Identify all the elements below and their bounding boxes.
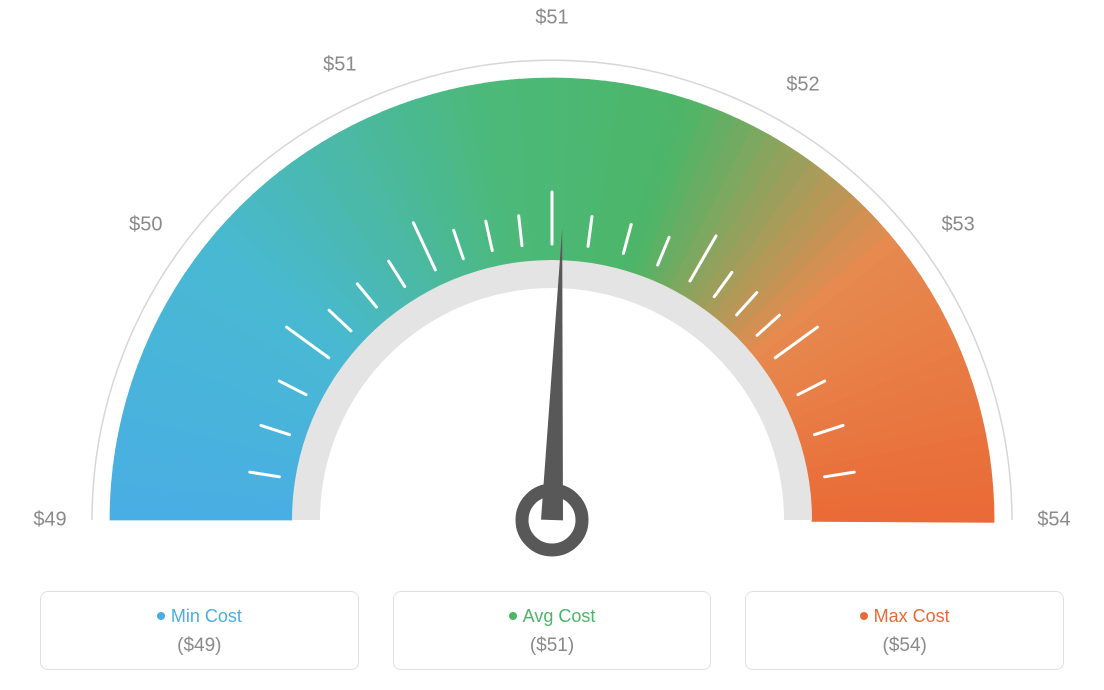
gauge-tick-label: $49 <box>33 509 66 532</box>
gauge-tick-label: $53 <box>941 213 974 236</box>
gauge-container: $49 $50 $51 $51 $52 $53 $54 <box>0 0 1104 560</box>
gauge-tick-label: $52 <box>786 74 819 97</box>
legend-label-avg: Avg Cost <box>523 606 596 626</box>
dot-icon <box>509 612 517 620</box>
legend-value-min: ($49) <box>41 635 358 657</box>
legend-label-max: Max Cost <box>874 606 950 626</box>
gauge-tick-label: $51 <box>323 54 356 77</box>
gauge-svg <box>0 0 1104 560</box>
legend-card-max: Max Cost ($54) <box>745 591 1064 670</box>
gauge-tick-label: $54 <box>1037 509 1070 532</box>
legend-title-avg: Avg Cost <box>394 606 711 627</box>
legend-card-min: Min Cost ($49) <box>40 591 359 670</box>
legend-row: Min Cost ($49) Avg Cost ($51) Max Cost (… <box>0 591 1104 670</box>
gauge-tick-label: $50 <box>129 213 162 236</box>
legend-value-max: ($54) <box>746 635 1063 657</box>
legend-card-avg: Avg Cost ($51) <box>393 591 712 670</box>
legend-title-min: Min Cost <box>41 606 358 627</box>
legend-label-min: Min Cost <box>171 606 242 626</box>
legend-value-avg: ($51) <box>394 635 711 657</box>
legend-title-max: Max Cost <box>746 606 1063 627</box>
dot-icon <box>157 612 165 620</box>
gauge-tick-label: $51 <box>535 7 568 30</box>
dot-icon <box>860 612 868 620</box>
